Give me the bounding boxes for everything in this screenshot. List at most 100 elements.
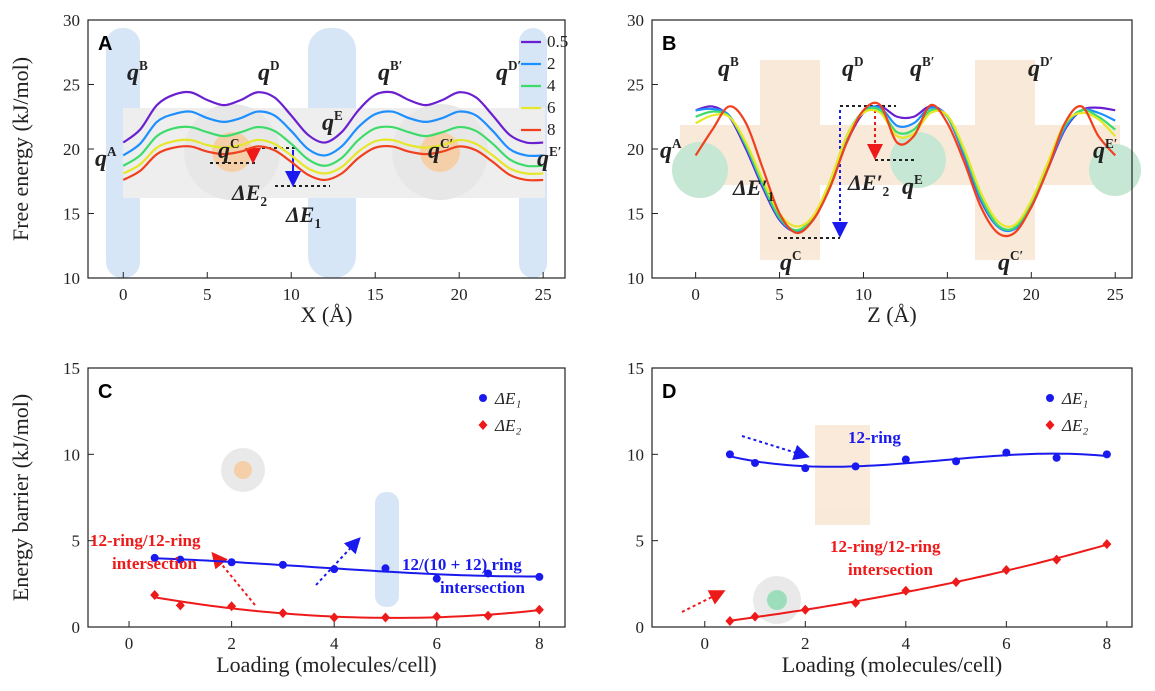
y-tick-label: 30 <box>63 11 80 30</box>
marker <box>1052 554 1062 565</box>
annotation-sup: D′ <box>508 58 521 73</box>
annotation-sub: 2 <box>260 194 267 209</box>
legend-swatch <box>1045 420 1055 430</box>
x-tick-label: 2 <box>801 634 810 653</box>
x-tick-label: 0 <box>691 285 700 304</box>
panel-3: D 0 2 4 6 8 0 5 10 15 Loading (molecules/cell) ΔE₁ Δ… <box>627 359 1133 677</box>
marker <box>278 608 288 619</box>
x-tick-label: 4 <box>902 634 911 653</box>
marker <box>380 612 390 623</box>
marker <box>175 600 185 611</box>
x-tick-label: 5 <box>203 285 212 304</box>
annotation-sub: 2 <box>883 184 890 199</box>
panel-label: B <box>662 33 676 55</box>
legend-label: ΔE₁ <box>1061 389 1088 408</box>
marker <box>750 611 760 622</box>
panel-0: A 0 5 10 15 20 25 10 15 20 25 30 X (Å) Free energy (k… <box>8 11 568 327</box>
legend-label: 6 <box>547 98 556 117</box>
legend-label: ΔE₂ <box>1061 416 1088 435</box>
arrows <box>210 105 915 613</box>
marker <box>800 604 810 615</box>
annotation: qC <box>780 248 802 276</box>
marker <box>534 604 544 615</box>
annotation-sup: C′ <box>440 136 453 151</box>
marker <box>1102 450 1111 459</box>
y-tick-label: 30 <box>627 11 644 30</box>
marker <box>851 597 861 608</box>
marker <box>952 457 961 466</box>
annotation: qE <box>902 172 923 200</box>
annotation-text: intersection <box>112 554 198 573</box>
annotation-text: ΔE <box>231 180 260 205</box>
x-tick-label: 6 <box>1002 634 1011 653</box>
annotation: qD′ <box>496 58 521 86</box>
y-tick-label: 0 <box>636 618 645 637</box>
annotation: ΔE′1 <box>732 175 774 204</box>
annotation-text: q <box>218 138 230 164</box>
annotation-text: 12-ring <box>848 428 901 447</box>
annotation-sup: A <box>672 136 682 151</box>
marker <box>278 560 287 569</box>
annotation: intersection <box>112 554 198 573</box>
marker <box>751 458 760 467</box>
x-tick-label: 25 <box>1107 285 1124 304</box>
annotation: qD′ <box>1028 54 1053 82</box>
series-line <box>122 144 544 182</box>
marker <box>483 610 493 621</box>
annotation-text: intersection <box>848 560 934 579</box>
marker <box>432 574 441 583</box>
x-axis-label: X (Å) <box>301 302 353 327</box>
annotation: qA <box>660 136 682 164</box>
annotation-text: ΔE′ <box>847 170 883 195</box>
annotation-text: 12/(10 + 12) ring <box>402 555 522 574</box>
fit-curve <box>154 557 540 578</box>
annotation: qB <box>718 54 739 82</box>
marker <box>901 585 911 596</box>
y-tick-label: 10 <box>627 445 644 464</box>
annotation-text: q <box>378 60 390 86</box>
annotation: qB′ <box>378 58 403 86</box>
marker <box>801 464 810 473</box>
annotation-sub: 1 <box>768 189 775 204</box>
annotation-text: q <box>1028 56 1040 82</box>
annotation: ΔE1 <box>285 202 321 231</box>
annotation: qC′ <box>428 136 453 164</box>
annotation-text: q <box>428 138 440 164</box>
annotation-sup: D′ <box>1040 54 1053 69</box>
legend-swatch <box>479 394 487 402</box>
annotation-sup: E <box>334 108 343 123</box>
annotation-text: q <box>537 146 549 172</box>
marker <box>150 590 160 601</box>
annotation-sup: B′ <box>390 58 403 73</box>
y-axis-label: Free energy (kJ/mol) <box>8 57 33 241</box>
x-tick-label: 4 <box>330 634 339 653</box>
annotation-text: q <box>718 56 730 82</box>
annotation-text: intersection <box>440 578 526 597</box>
fit-curve <box>154 596 540 619</box>
annotation: qB′ <box>910 54 935 82</box>
marker <box>1001 565 1011 576</box>
annotation-sup: E <box>914 172 923 187</box>
annotation-text: 12-ring/12-ring <box>90 531 201 550</box>
annotation: qD <box>842 54 864 82</box>
annotation-text: q <box>660 138 672 164</box>
y-axis-label: Energy barrier (kJ/mol) <box>8 394 33 601</box>
x-tick-label: 2 <box>227 634 236 653</box>
annotation-text: q <box>95 146 107 172</box>
annotation: ΔE2 <box>231 180 267 209</box>
x-tick-label: 20 <box>1023 285 1040 304</box>
marker <box>484 569 493 578</box>
annotation-sup: B <box>730 54 739 69</box>
x-tick-label: 10 <box>855 285 872 304</box>
x-tick-label: 15 <box>367 285 384 304</box>
series-line <box>122 110 544 158</box>
y-tick-label: 25 <box>63 76 80 95</box>
annotation-text: q <box>127 60 139 86</box>
marker <box>381 564 390 573</box>
legend-label: 2 <box>547 54 556 73</box>
annotation: intersection <box>440 578 526 597</box>
x-tick-label: 0 <box>701 634 710 653</box>
x-tick-label: 20 <box>451 285 468 304</box>
annotation-sup: D <box>854 54 864 69</box>
